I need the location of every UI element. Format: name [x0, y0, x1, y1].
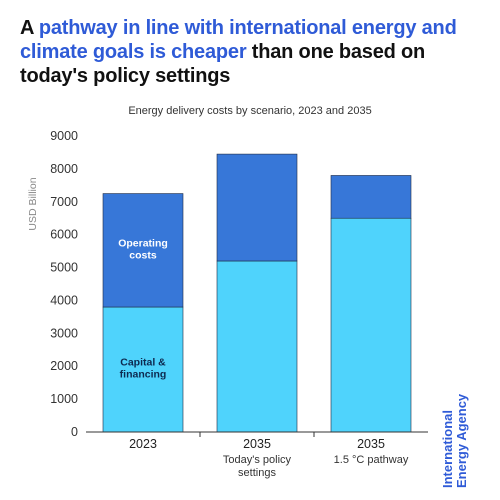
x-tick-year: 2035 — [243, 437, 271, 451]
y-tick-label: 9000 — [50, 129, 78, 143]
y-tick-label: 2000 — [50, 359, 78, 373]
y-tick-label: 8000 — [50, 162, 78, 176]
headline: A pathway in line with international ene… — [20, 16, 490, 88]
bar-capital-2 — [216, 260, 298, 433]
x-tick-label: 1.5 °C pathway — [334, 454, 409, 466]
x-tick-year: 2023 — [129, 437, 157, 451]
y-tick-label: 6000 — [50, 228, 78, 242]
headline-tail: than one based on today's policy setting… — [20, 41, 426, 87]
y-tick-label: 0 — [71, 425, 78, 439]
y-tick-label: 3000 — [50, 326, 78, 340]
headline-lead: A — [20, 17, 39, 39]
chart-title: Energy delivery costs by scenario, 2023 … — [128, 105, 372, 117]
bar-operating-3 — [330, 175, 412, 219]
y-tick-label: 5000 — [50, 261, 78, 275]
y-axis-label: USD Billion — [27, 177, 39, 230]
y-tick-label: 1000 — [50, 392, 78, 406]
y-tick-label: 7000 — [50, 195, 78, 209]
bar-capital-3 — [330, 217, 412, 433]
bar-operating-1 — [102, 193, 184, 308]
iea-logo: International Energy Agency — [440, 392, 485, 488]
series-label-operating: Operating costs — [118, 237, 168, 261]
x-tick-label: Today's policy settings — [223, 454, 292, 479]
x-tick-year: 2035 — [357, 437, 385, 451]
series-label-capital: Capital & financing — [120, 357, 167, 381]
y-tick-label: 4000 — [50, 293, 78, 307]
headline-highlight: pathway in line with international energ… — [20, 17, 457, 63]
iea-logo-text: International Energy Agency — [440, 393, 469, 488]
bar-operating-2 — [216, 153, 298, 262]
